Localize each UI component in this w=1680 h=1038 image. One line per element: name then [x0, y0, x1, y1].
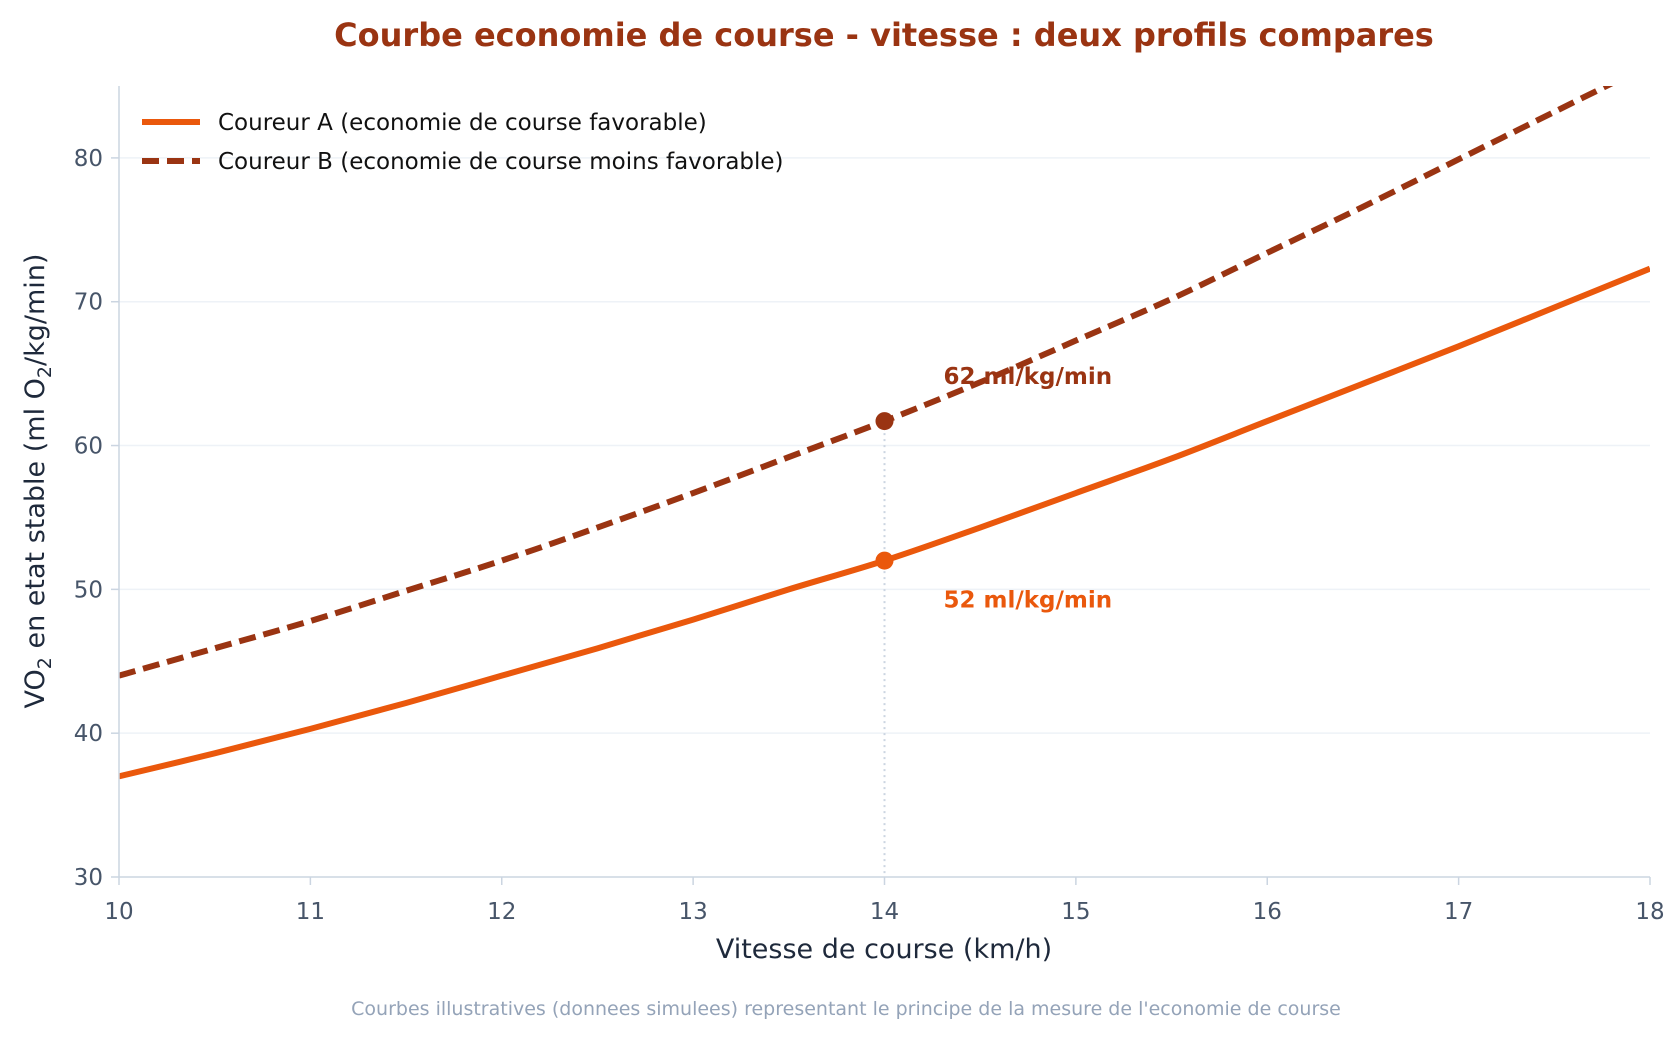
- y-tick-label: 70: [74, 290, 103, 316]
- y-axis-title: VO2 en etat stable (ml O2/kg/min): [20, 254, 56, 709]
- annotation-layer: 52 ml/kg/min 62 ml/kg/min: [944, 364, 1113, 614]
- x-tick-label: 16: [1253, 899, 1282, 925]
- x-tick-label: 18: [1635, 899, 1664, 925]
- y-tick-label: 40: [74, 721, 103, 747]
- tick-layer: 30 40 50 60 70 80 10 11 12 13 14 15 16 17 18: [74, 146, 1665, 925]
- x-tick-label: 14: [870, 899, 899, 925]
- y-axis-title-prefix: VO: [20, 669, 51, 708]
- y-axis-title-suffix: /kg/min): [20, 254, 51, 366]
- y-axis-title-subscript-1: 2: [34, 657, 56, 669]
- y-tick-label: 30: [74, 865, 103, 891]
- series-line-coureur-a: [119, 265, 1650, 780]
- x-axis-title: Vitesse de course (km/h): [716, 934, 1052, 965]
- x-tick-label: 13: [678, 899, 707, 925]
- x-tick-label: 15: [1061, 899, 1090, 925]
- annotation-label-coureur-b: 62 ml/kg/min: [944, 364, 1113, 390]
- y-tick-label: 80: [74, 146, 103, 172]
- y-axis-title-subscript-2: 2: [34, 366, 56, 378]
- y-tick-label: 50: [74, 577, 103, 603]
- x-tick-label: 12: [487, 899, 516, 925]
- legend-label-coureur-a: Coureur A (economie de course favorable): [218, 110, 707, 136]
- data-point-marker: [875, 412, 894, 431]
- x-tick-label: 10: [104, 899, 133, 925]
- y-tick-label: 60: [74, 434, 103, 460]
- legend-label-coureur-b: Coureur B (economie de course moins favo…: [218, 149, 784, 175]
- legend: Coureur A (economie de course favorable)…: [142, 110, 784, 175]
- x-tick-label: 11: [296, 899, 325, 925]
- annotation-label-coureur-a: 52 ml/kg/min: [944, 588, 1113, 614]
- data-point-marker: [875, 551, 894, 570]
- chart-title: Courbe economie de course - vitesse : de…: [334, 16, 1434, 54]
- footnote: Courbes illustratives (donnees simulees)…: [351, 998, 1341, 1020]
- x-tick-label: 17: [1444, 899, 1473, 925]
- marker-layer: [875, 412, 894, 570]
- y-axis-title-middle: en etat stable (ml O: [20, 378, 51, 657]
